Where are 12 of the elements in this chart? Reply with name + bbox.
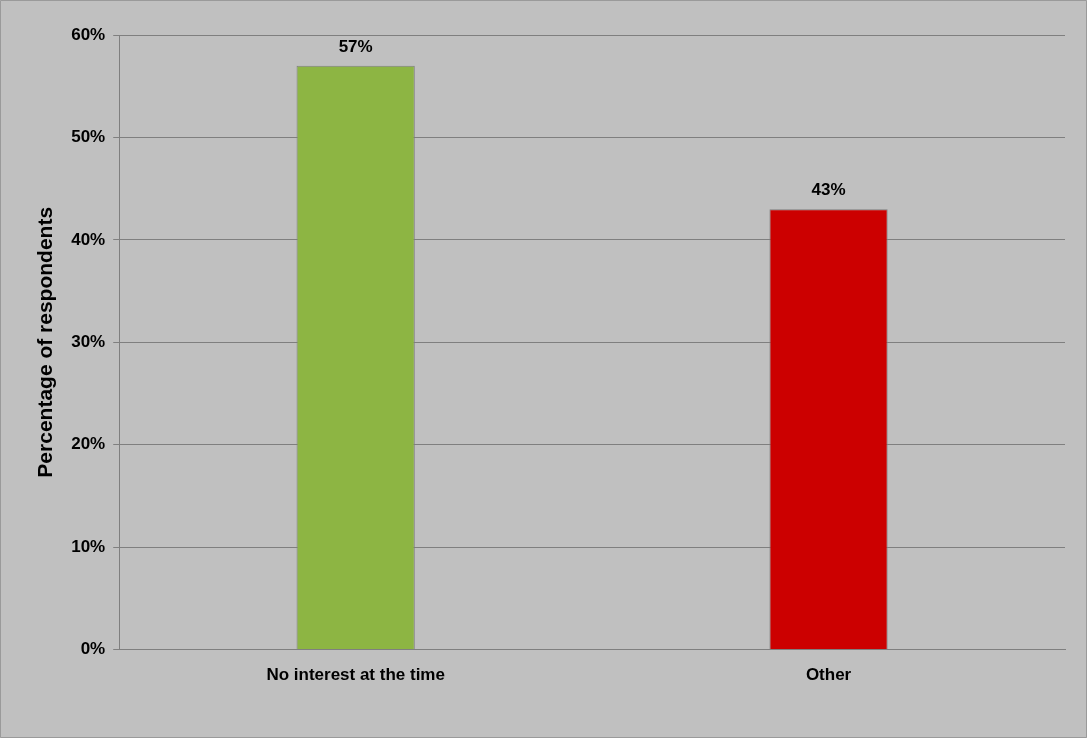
data-label: 43% — [811, 180, 846, 200]
y-axis-title: Percentage of respondents — [33, 206, 57, 478]
y-tick-label: 50% — [71, 127, 106, 147]
x-tick-label: Other — [805, 665, 852, 685]
y-tick-label: 40% — [71, 229, 106, 249]
x-tick-label: No interest at the time — [266, 665, 445, 685]
data-label: 57% — [338, 36, 373, 56]
y-tick-label: 20% — [71, 434, 106, 454]
y-tick-label: 30% — [71, 331, 106, 351]
y-tick-label: 60% — [71, 24, 106, 44]
y-tick-label: 10% — [71, 536, 106, 556]
y-tick-label: 0% — [80, 639, 106, 659]
